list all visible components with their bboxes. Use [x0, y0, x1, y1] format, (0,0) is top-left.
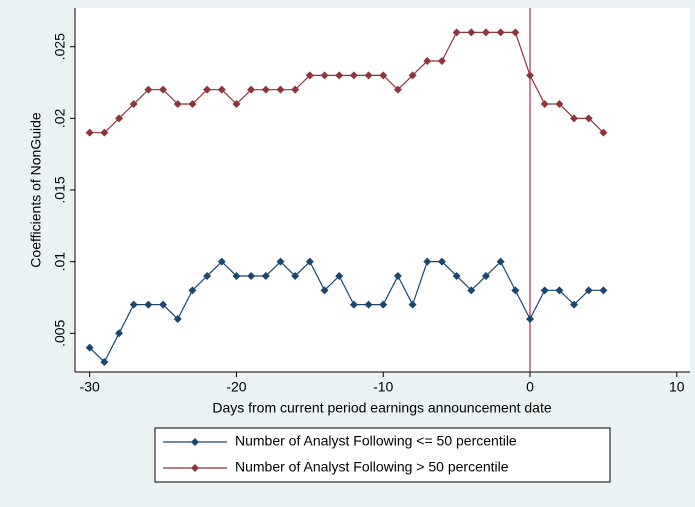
marker [540, 286, 549, 295]
marker [599, 128, 608, 137]
marker [511, 28, 520, 37]
y-tick-label: .025 [52, 33, 68, 60]
legend-marker [191, 438, 199, 446]
legend [154, 427, 611, 483]
marker [291, 271, 300, 280]
marker [232, 100, 241, 109]
marker [584, 114, 593, 123]
legend-marker [191, 464, 199, 472]
marker [320, 71, 329, 80]
x-tick-label: 0 [526, 379, 534, 395]
x-tick-label: 10 [669, 379, 685, 395]
y-axis-title: Coefficients of NonGuide [28, 112, 44, 268]
marker [364, 71, 373, 80]
legend-label: Number of Analyst Following > 50 percent… [235, 459, 509, 475]
marker [144, 85, 153, 94]
marker [247, 271, 256, 280]
marker [481, 28, 490, 37]
marker [423, 57, 432, 66]
y-tick-label: .015 [52, 176, 68, 203]
marker [467, 286, 476, 295]
marker [437, 57, 446, 66]
marker [188, 100, 197, 109]
y-tick-label: .01 [52, 252, 68, 272]
marker [393, 85, 402, 94]
marker [129, 300, 138, 309]
x-tick-label: -10 [373, 379, 393, 395]
marker [305, 257, 314, 266]
marker [320, 286, 329, 295]
legend-label: Number of Analyst Following <= 50 percen… [235, 433, 517, 449]
marker [115, 114, 124, 123]
marker [203, 85, 212, 94]
marker [291, 85, 300, 94]
plot-area [75, 8, 690, 372]
marker [408, 71, 417, 80]
marker [232, 271, 241, 280]
series-line [89, 31, 604, 134]
marker [144, 300, 153, 309]
marker [115, 329, 124, 338]
marker [173, 100, 182, 109]
marker [335, 271, 344, 280]
marker [203, 271, 212, 280]
marker [159, 85, 168, 94]
marker [526, 71, 535, 80]
marker [496, 28, 505, 37]
x-tick-label: -20 [226, 379, 246, 395]
marker [511, 286, 520, 295]
marker [276, 85, 285, 94]
marker [261, 85, 270, 94]
marker [555, 286, 564, 295]
marker [100, 128, 109, 137]
marker [335, 71, 344, 80]
series-line [89, 260, 604, 363]
marker [217, 85, 226, 94]
marker [349, 300, 358, 309]
marker [85, 343, 94, 352]
marker [379, 71, 388, 80]
marker [393, 271, 402, 280]
marker [584, 286, 593, 295]
marker [349, 71, 358, 80]
marker [452, 28, 461, 37]
marker [159, 300, 168, 309]
marker [173, 314, 182, 323]
marker [247, 85, 256, 94]
marker [570, 114, 579, 123]
marker [217, 257, 226, 266]
marker [452, 271, 461, 280]
marker [423, 257, 432, 266]
marker [599, 286, 608, 295]
y-tick-label: .02 [52, 108, 68, 128]
marker [540, 100, 549, 109]
x-tick-label: -30 [80, 379, 100, 395]
marker [481, 271, 490, 280]
marker [276, 257, 285, 266]
marker [408, 300, 417, 309]
y-tick-label: .005 [52, 319, 68, 346]
marker [364, 300, 373, 309]
marker [467, 28, 476, 37]
marker [188, 286, 197, 295]
marker [526, 314, 535, 323]
marker [129, 100, 138, 109]
x-axis-title: Days from current period earnings announ… [212, 400, 552, 416]
marker [496, 257, 505, 266]
marker [379, 300, 388, 309]
marker [85, 128, 94, 137]
marker [261, 271, 270, 280]
marker [100, 357, 109, 366]
marker [305, 71, 314, 80]
marker [555, 100, 564, 109]
marker [437, 257, 446, 266]
marker [570, 300, 579, 309]
